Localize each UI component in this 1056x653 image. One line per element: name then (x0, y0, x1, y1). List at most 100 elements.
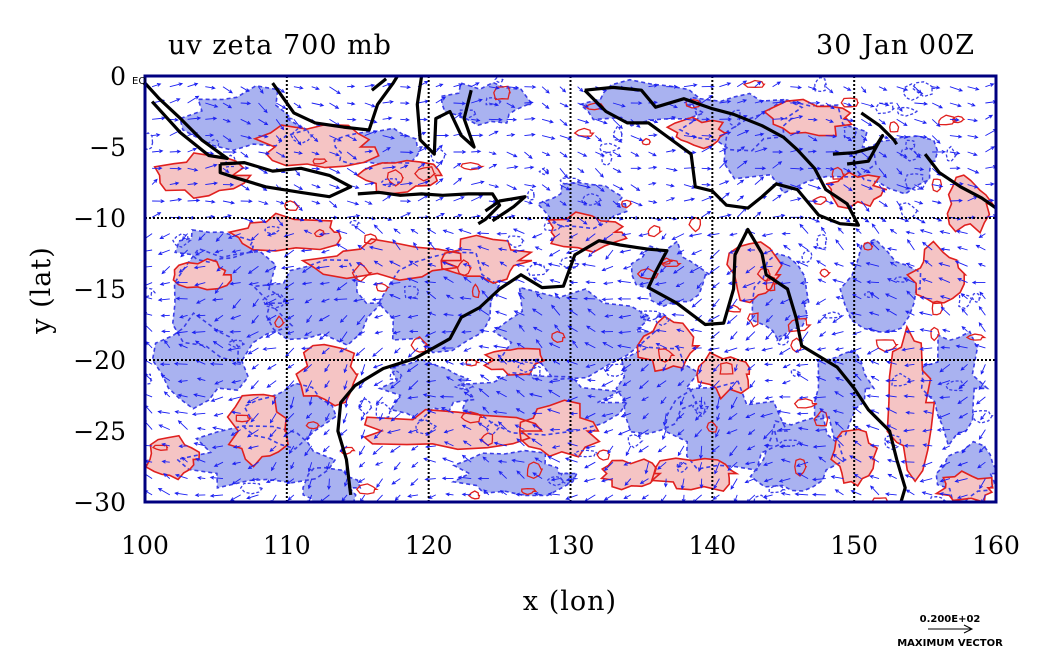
wind-vector (707, 347, 720, 352)
wind-vector (640, 314, 649, 319)
wind-vector (812, 444, 826, 449)
wind-vector (754, 147, 768, 153)
wind-vector (376, 478, 383, 488)
wind-vector (406, 363, 419, 373)
wind-vector (209, 475, 224, 480)
wind-vector (247, 347, 259, 355)
wind-vector (938, 262, 951, 267)
wind-vector (835, 295, 844, 300)
negative-contour (536, 181, 628, 230)
wind-vector (178, 265, 188, 273)
wind-vector (321, 347, 330, 355)
wind-vector (191, 330, 206, 335)
wind-vector (177, 420, 188, 430)
wind-vector (443, 441, 454, 447)
wind-vector (441, 330, 454, 334)
wind-vector (513, 310, 525, 316)
wind-vector (347, 101, 356, 106)
wind-vector (937, 380, 951, 386)
wind-vector (907, 239, 915, 251)
wind-vector (159, 362, 170, 367)
wind-vector (714, 462, 720, 475)
wind-vector (400, 199, 412, 204)
wind-vector (587, 308, 596, 316)
wind-vector (275, 119, 285, 131)
positive-contour (526, 461, 544, 480)
wind-vector (581, 262, 596, 267)
wind-vector (885, 393, 897, 398)
wind-vector (701, 94, 713, 104)
wind-vector (932, 200, 942, 205)
wind-vector (754, 176, 765, 185)
wind-vector (439, 394, 454, 399)
wind-vector (568, 377, 578, 382)
wind-vector (216, 265, 224, 272)
wind-vector (816, 347, 826, 351)
wind-vector (152, 199, 165, 204)
wind-vector (329, 184, 341, 189)
wind-vector (662, 364, 667, 372)
negative-contour (753, 494, 772, 502)
wind-vector (861, 184, 874, 190)
wind-vector (885, 308, 897, 316)
wind-vector (853, 473, 862, 479)
positive-contour (151, 444, 169, 451)
wind-vector (939, 478, 951, 483)
wind-vector (825, 102, 835, 110)
negative-contour (526, 188, 535, 201)
wind-vector (258, 167, 269, 174)
wind-vector (932, 85, 941, 90)
wind-vector (301, 346, 312, 351)
wind-vector (830, 475, 844, 480)
wind-vector (729, 232, 738, 237)
wind-vector (736, 160, 748, 169)
wind-vector (780, 458, 791, 463)
wind-vector (343, 364, 348, 374)
wind-vector (145, 282, 153, 288)
wind-vector (246, 429, 259, 438)
wind-vector (885, 407, 897, 414)
wind-vector (799, 223, 809, 234)
wind-vector (488, 184, 500, 189)
wind-vector (903, 443, 915, 448)
wind-vector (459, 296, 472, 300)
negative-contour (971, 292, 981, 303)
wind-vector (868, 311, 880, 316)
wind-vector (811, 477, 826, 482)
wind-vector (392, 239, 401, 251)
wind-vector (174, 473, 188, 480)
wind-vector (471, 98, 483, 104)
wind-vector (715, 429, 720, 438)
wind-vector (903, 428, 915, 433)
wind-vector (286, 478, 295, 485)
wind-vector (413, 242, 419, 251)
wind-vector (860, 135, 868, 142)
wind-vector (169, 197, 183, 202)
wind-vector (506, 85, 520, 90)
wind-vector (612, 200, 621, 208)
wind-vector (205, 102, 219, 108)
wind-vector (797, 472, 809, 479)
wind-vector (765, 331, 773, 341)
wind-vector (551, 304, 561, 316)
wind-vector (848, 347, 862, 354)
wind-vector (276, 200, 285, 205)
positive-contour (726, 241, 783, 304)
wind-vector (318, 314, 330, 322)
negative-contour (813, 349, 876, 440)
wind-vector (175, 280, 188, 285)
coastline (145, 82, 229, 160)
wind-vector (896, 168, 903, 176)
wind-vector (535, 293, 543, 300)
wind-vector (390, 380, 401, 389)
wind-vector (623, 461, 631, 466)
wind-vector (640, 266, 649, 278)
wind-vector (919, 378, 933, 383)
wind-vector (701, 117, 711, 122)
wind-vector (386, 429, 401, 434)
wind-vector (293, 184, 304, 190)
wind-vector (187, 82, 199, 88)
positive-contour (252, 123, 380, 169)
wind-vector (559, 86, 567, 93)
wind-vector (407, 494, 419, 498)
